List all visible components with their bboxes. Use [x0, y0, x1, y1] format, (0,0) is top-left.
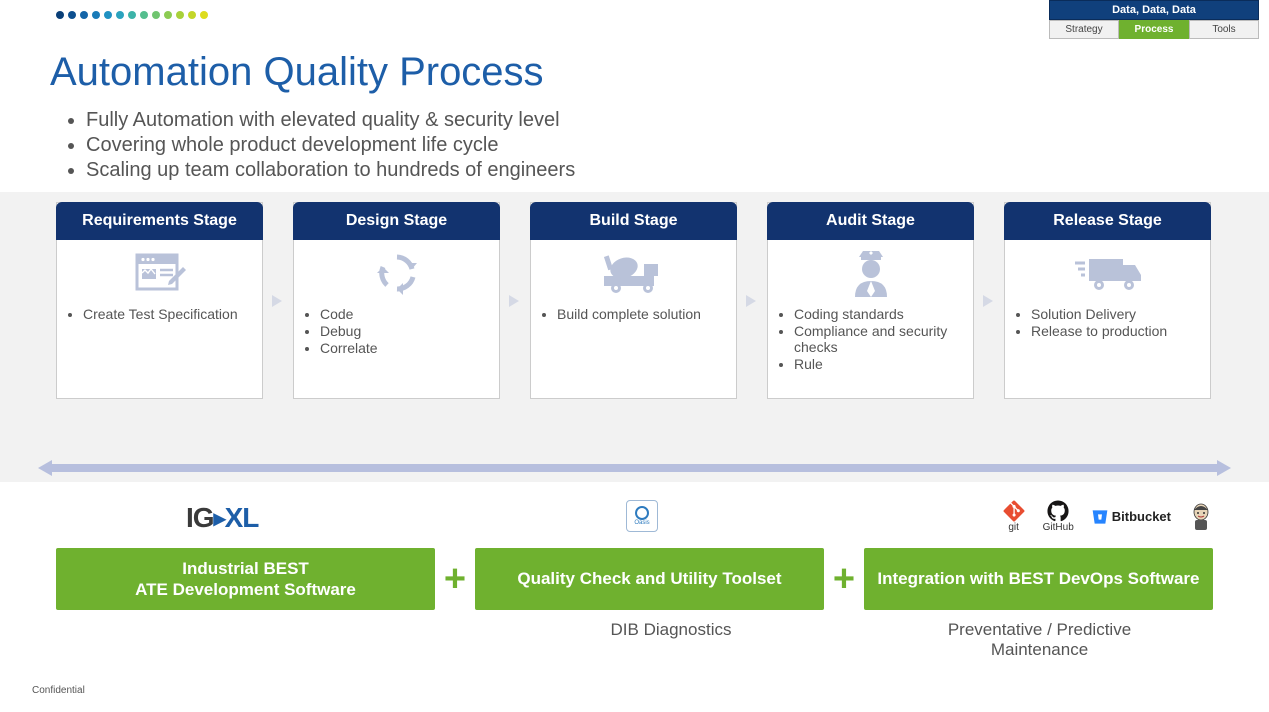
tool-box-1: Industrial BEST ATE Development Software	[56, 548, 435, 610]
stages-row: Requirements Stage Create Test Specificat…	[56, 202, 1213, 399]
stage-title: Design Stage	[293, 202, 500, 240]
stage-body: Coding standardsCompliance and security …	[768, 306, 973, 398]
devops-logos: git GitHub Bitbucket	[1003, 500, 1213, 533]
igxl-xl: XL	[225, 502, 259, 533]
oasis-text: Oasis	[634, 520, 649, 526]
stage-item: Code	[320, 306, 487, 322]
tool-box-3-text: Integration with BEST DevOps Software	[877, 568, 1199, 589]
tool-box-2-text: Quality Check and Utility Toolset	[517, 568, 781, 589]
plus-2: +	[824, 558, 864, 601]
mixer-truck-icon	[531, 240, 736, 306]
tool-box-2: Quality Check and Utility Toolset	[475, 548, 824, 610]
stage-card: Build Stage Build complete solution	[530, 202, 737, 399]
dot-icon	[188, 11, 196, 19]
stage-card: Release Stage Solution DeliveryRelease to…	[1004, 202, 1211, 399]
dot-icon	[104, 11, 112, 19]
stage-body: Build complete solution	[531, 306, 736, 398]
stage-title: Build Stage	[530, 202, 737, 240]
bullet-1: Fully Automation with elevated quality &…	[86, 108, 575, 133]
igxl-logo: IG▸XL	[186, 502, 258, 534]
form-edit-icon	[57, 240, 262, 306]
logo-row: IG▸XL Oasis git GitHub Bitbucket	[56, 500, 1213, 540]
nav-tab-process[interactable]: Process	[1119, 20, 1189, 39]
timeline-arrow	[38, 460, 1231, 476]
oasis-logo: Oasis	[626, 500, 658, 532]
slide-title: Automation Quality Process	[50, 50, 544, 95]
oasis-circle-icon	[635, 506, 649, 520]
stage-band: Requirements Stage Create Test Specificat…	[0, 192, 1269, 482]
dot-icon	[140, 11, 148, 19]
jenkins-logo	[1189, 502, 1213, 532]
stage-item: Rule	[794, 356, 961, 372]
delivery-truck-icon	[1005, 240, 1210, 306]
stage-item: Compliance and security checks	[794, 323, 961, 355]
github-icon	[1047, 500, 1069, 522]
bitbucket-label: Bitbucket	[1112, 509, 1171, 524]
stage-item: Debug	[320, 323, 487, 339]
nav-box: Data, Data, Data Strategy Process Tools	[1049, 0, 1259, 39]
stage-arrow-icon	[974, 202, 1004, 399]
stage-item: Solution Delivery	[1031, 306, 1198, 322]
igxl-arrow-icon: ▸	[214, 504, 225, 533]
bitbucket-icon	[1092, 509, 1108, 525]
intro-bullets: Fully Automation with elevated quality &…	[86, 108, 575, 183]
stage-card: Audit Stage Coding standardsCompliance an…	[767, 202, 974, 399]
dot-icon	[176, 11, 184, 19]
dot-icon	[164, 11, 172, 19]
stage-body: Create Test Specification	[57, 306, 262, 398]
dot-icon	[200, 11, 208, 19]
stage-item: Correlate	[320, 340, 487, 356]
stage-card: Design Stage CodeDebugCorrelate	[293, 202, 500, 399]
stage-item: Release to production	[1031, 323, 1198, 339]
bullet-2: Covering whole product development life …	[86, 133, 575, 158]
dot-icon	[92, 11, 100, 19]
github-label: GitHub	[1043, 522, 1074, 533]
stage-title: Audit Stage	[767, 202, 974, 240]
stage-arrow-icon	[500, 202, 530, 399]
stage-arrow-icon	[263, 202, 293, 399]
officer-icon	[768, 240, 973, 306]
git-label: git	[1008, 522, 1019, 533]
nav-tab-tools[interactable]: Tools	[1189, 20, 1259, 39]
dot-icon	[128, 11, 136, 19]
stage-card: Requirements Stage Create Test Specificat…	[56, 202, 263, 399]
dot-icon	[56, 11, 64, 19]
dot-icon	[152, 11, 160, 19]
dot-icon	[68, 11, 76, 19]
dot-icon	[80, 11, 88, 19]
nav-header: Data, Data, Data	[1049, 0, 1259, 20]
tool-box-1-text: Industrial BEST ATE Development Software	[135, 558, 356, 601]
jenkins-icon	[1189, 502, 1213, 532]
git-icon	[1003, 500, 1025, 522]
decorative-dots	[56, 6, 212, 24]
tool-box-3: Integration with BEST DevOps Software	[864, 548, 1213, 610]
nav-tab-strategy[interactable]: Strategy	[1049, 20, 1119, 39]
stage-body: Solution DeliveryRelease to production	[1005, 306, 1210, 398]
plus-1: +	[435, 558, 475, 601]
git-logo: git	[1003, 500, 1025, 533]
stage-title: Requirements Stage	[56, 202, 263, 240]
stage-arrow-icon	[737, 202, 767, 399]
github-logo: GitHub	[1043, 500, 1074, 533]
sub-label-3: Preventative / Predictive Maintenance	[866, 620, 1213, 661]
bullet-3: Scaling up team collaboration to hundred…	[86, 158, 575, 183]
sub-labels: DIB Diagnostics Preventative / Predictiv…	[56, 620, 1213, 661]
stage-item: Create Test Specification	[83, 306, 250, 322]
nav-tabs: Strategy Process Tools	[1049, 20, 1259, 39]
stage-title: Release Stage	[1004, 202, 1211, 240]
bitbucket-logo: Bitbucket	[1092, 509, 1171, 525]
cycle-icon	[294, 240, 499, 306]
stage-item: Coding standards	[794, 306, 961, 322]
igxl-ig: IG	[186, 502, 214, 533]
confidential-label: Confidential	[32, 685, 85, 696]
sub-label-2: DIB Diagnostics	[476, 620, 866, 661]
dot-icon	[116, 11, 124, 19]
stage-body: CodeDebugCorrelate	[294, 306, 499, 398]
tools-row: Industrial BEST ATE Development Software…	[56, 548, 1213, 610]
stage-item: Build complete solution	[557, 306, 724, 322]
